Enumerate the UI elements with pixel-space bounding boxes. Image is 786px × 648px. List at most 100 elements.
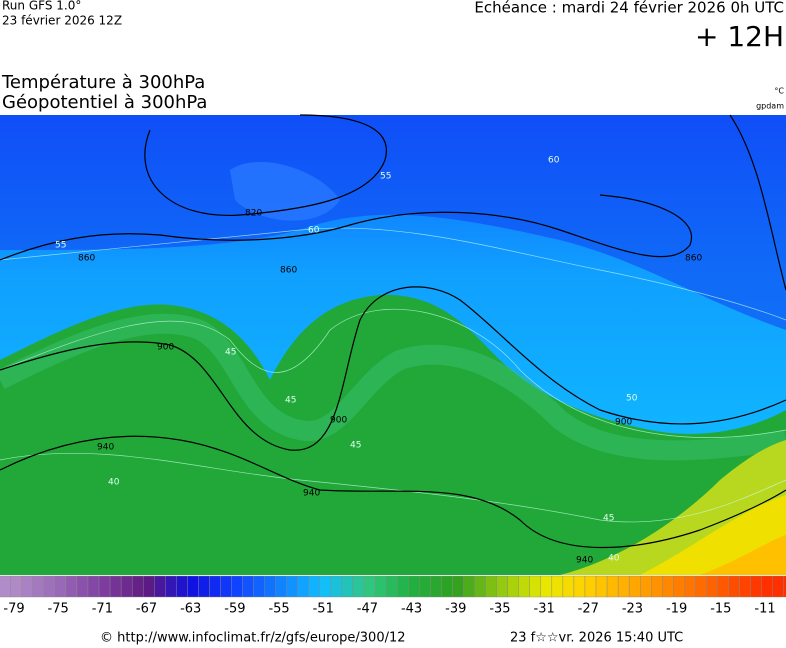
legend-swatch	[54, 575, 67, 598]
isotherm-label: 50	[626, 394, 638, 404]
legend-swatch	[419, 575, 431, 598]
legend-swatch	[617, 575, 630, 598]
legend-swatch	[463, 575, 475, 598]
legend-tick-label: -27	[578, 602, 599, 617]
contour-label: 940	[576, 556, 593, 566]
isotherm-label: 55	[55, 241, 66, 251]
legend-swatch	[32, 575, 45, 598]
color-legend: -79 -75 -71 -67 -63 -59 -55 -51 -47 -43 -39 -35 -31 -…	[0, 575, 786, 617]
contour-label: 860	[685, 254, 702, 264]
legend-swatch	[717, 575, 729, 598]
legend-tick-label: -63	[180, 602, 201, 617]
legend-swatch	[695, 575, 707, 598]
legend-tick-label: -15	[710, 602, 731, 617]
legend-swatch	[562, 575, 575, 598]
legend-swatch	[209, 575, 221, 598]
legend-tick-label: -59	[224, 602, 245, 617]
legend-tick-label: -19	[666, 602, 687, 617]
contour-label: 940	[97, 443, 114, 453]
legend-tick-label: -39	[445, 602, 466, 617]
legend-swatch	[131, 575, 144, 598]
legend-swatch	[87, 575, 100, 598]
title-temperature: Température à 300hPa	[1, 72, 205, 93]
legend-swatch	[253, 575, 265, 598]
contour-label: 900	[157, 343, 174, 353]
legend-swatch	[728, 575, 740, 598]
legend-swatch	[242, 575, 254, 598]
legend-swatch	[651, 575, 663, 598]
title-geopotential: Géopotentiel à 300hPa	[2, 92, 207, 113]
legend-swatch	[297, 575, 310, 598]
run-date: 23 février 2026 12Z	[2, 14, 122, 28]
legend-swatch	[98, 575, 111, 598]
legend-swatch	[176, 575, 188, 598]
legend-swatch	[640, 575, 652, 598]
legend-swatch	[430, 575, 442, 598]
isotherm-label: 60	[308, 226, 320, 236]
legend-swatch	[628, 575, 641, 598]
isotherm-label: 55	[380, 172, 391, 182]
legend-swatch	[374, 575, 387, 598]
contour-label: 900	[330, 416, 347, 426]
legend-swatch	[21, 575, 33, 598]
geopotential-contour	[0, 194, 693, 261]
legend-swatch	[551, 575, 564, 598]
legend-swatch	[198, 575, 210, 598]
legend-tick-label: -55	[268, 602, 289, 617]
isotherm-label: 45	[350, 441, 361, 451]
contour-label: 900	[615, 418, 632, 428]
geopotential-contour	[144, 114, 387, 216]
geopotential-contour	[0, 286, 786, 451]
legend-swatch	[109, 575, 122, 598]
legend-tick-label: -79	[3, 602, 24, 617]
contour-label: 860	[78, 254, 95, 264]
geopotential-contour	[729, 114, 786, 291]
transition-band	[0, 313, 786, 461]
source: © http://www.infoclimat.fr/z/gfs/europe/…	[100, 631, 406, 646]
legend-swatch	[76, 575, 89, 598]
legend-tick-label: -67	[136, 602, 157, 617]
isotherm-label: 45	[603, 514, 614, 524]
legend-swatch	[319, 575, 332, 598]
legend-swatch	[275, 575, 287, 598]
map: 820 860 860 860 900 900 900 940 940 940 …	[0, 114, 786, 575]
unit-geopotential: gpdam	[756, 102, 784, 111]
isotherm-label: 45	[225, 348, 236, 358]
legend-swatch	[397, 575, 409, 598]
legend-swatch	[573, 575, 586, 598]
legend-swatch	[10, 575, 22, 598]
legend-swatch	[750, 575, 762, 598]
unit-temperature: °C	[774, 87, 784, 96]
legend-swatch	[220, 575, 232, 598]
legend-tick-label: -51	[313, 602, 334, 617]
contour-label: 860	[280, 266, 297, 276]
contour-label: 820	[245, 209, 262, 219]
legend-swatch	[441, 575, 453, 598]
legend-swatch	[231, 575, 243, 598]
contour-label: 940	[303, 489, 320, 499]
isotherm	[0, 227, 786, 321]
legend-swatch	[65, 575, 78, 598]
hot-core	[700, 535, 786, 575]
legend-tick-label: -31	[534, 602, 555, 617]
legend-swatch	[507, 575, 519, 598]
legend-swatch	[341, 575, 354, 598]
legend-swatch	[761, 575, 773, 598]
timestamp: 23 f☆☆vr. 2026 15:40 UTC	[510, 631, 683, 646]
legend-swatch	[673, 575, 685, 598]
legend-swatch	[584, 575, 597, 598]
legend-swatch	[474, 575, 486, 598]
legend-swatch	[606, 575, 619, 598]
cold-core	[230, 161, 340, 221]
isotherm	[0, 452, 786, 523]
warm-zone	[0, 294, 786, 575]
legend-swatch	[286, 575, 299, 598]
legend-tick-label: -71	[92, 602, 113, 617]
legend-swatch	[684, 575, 696, 598]
legend-swatch	[363, 575, 376, 598]
isotherm	[0, 308, 786, 438]
cold-zone	[0, 115, 786, 330]
legend-swatch	[706, 575, 718, 598]
legend-swatch	[772, 575, 784, 598]
lead-time: + 12H	[695, 20, 784, 53]
